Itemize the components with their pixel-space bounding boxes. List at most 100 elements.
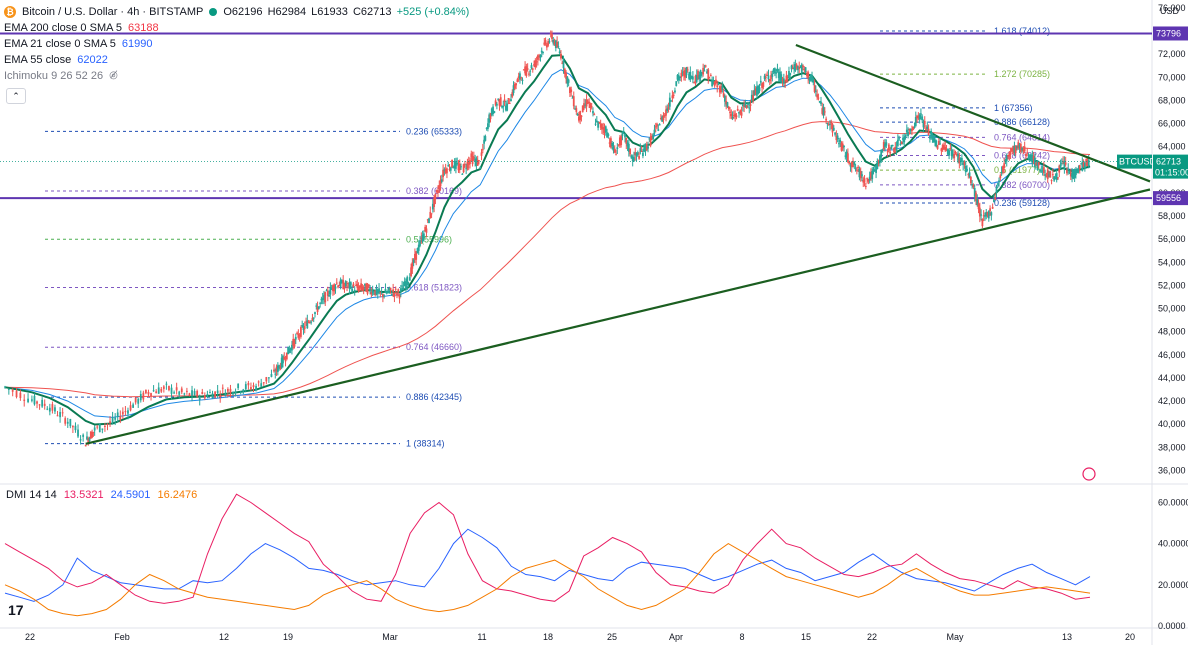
candle-body xyxy=(791,68,794,70)
time-tick-label: 13 xyxy=(1062,632,1072,642)
candle-body xyxy=(1045,176,1048,178)
candle-body xyxy=(397,289,400,293)
collapse-legend-button[interactable]: ⌃ xyxy=(6,88,26,104)
candle-body xyxy=(56,415,59,417)
candle-body xyxy=(414,253,416,260)
candle-body xyxy=(370,292,373,295)
candle-body xyxy=(489,114,492,120)
candle-body xyxy=(392,289,395,292)
price-tick-label: 68,000 xyxy=(1158,95,1186,105)
candle-body xyxy=(663,114,666,116)
candle-body xyxy=(973,187,976,197)
dmi-series-line-0 xyxy=(4,528,1091,602)
horizontal-level-tag xyxy=(1153,26,1188,41)
candle-body xyxy=(399,288,402,292)
candle-body xyxy=(446,168,448,174)
candle-body xyxy=(1007,155,1009,157)
candle-body xyxy=(428,218,430,223)
candle-body xyxy=(383,295,386,297)
candle-body xyxy=(328,295,330,297)
candle-body xyxy=(317,306,320,309)
candle-body xyxy=(561,62,564,64)
tradingview-logo-icon[interactable]: 17 xyxy=(8,602,24,618)
dmi-series-line-2 xyxy=(4,543,1091,617)
horizontal-level-tag xyxy=(1153,191,1188,206)
candle-body xyxy=(364,283,366,286)
hidden-eye-icon[interactable]: ◎̸ xyxy=(109,70,118,81)
time-tick-label: 18 xyxy=(543,632,553,642)
candle-body xyxy=(590,106,593,108)
candle-body xyxy=(150,393,152,397)
candle-body xyxy=(502,106,505,108)
candle-body xyxy=(548,41,551,43)
candle-body xyxy=(1055,173,1058,180)
candle-body xyxy=(1044,174,1047,176)
ohlc-open: O62196 xyxy=(223,6,263,18)
fib-level-label: 0.236 (59128) xyxy=(994,198,1050,208)
candle-body xyxy=(434,193,437,200)
candle-body xyxy=(453,161,456,169)
candle-body xyxy=(305,321,307,323)
fib-level-label: 0.886 (42345) xyxy=(406,392,462,402)
candle-body xyxy=(838,143,840,145)
candle-body xyxy=(557,46,560,48)
candle-body xyxy=(862,180,865,183)
candle-body xyxy=(36,401,38,404)
candle-body xyxy=(644,144,647,151)
candle-body xyxy=(659,117,662,119)
candle-body xyxy=(535,61,538,63)
candle-body xyxy=(175,387,178,391)
candle-body xyxy=(725,101,728,105)
candle-body xyxy=(607,134,610,137)
candle-body xyxy=(48,407,51,412)
candle-body xyxy=(1034,157,1036,168)
candle-body xyxy=(890,145,893,150)
candle-body xyxy=(224,392,227,396)
candle-body xyxy=(639,148,642,153)
candle-body xyxy=(905,129,908,133)
candle-body xyxy=(937,140,940,145)
candle-body xyxy=(677,75,680,81)
indicator-ichimoku[interactable]: Ichimoku 9 26 52 26 ◎̸ xyxy=(4,68,471,84)
candle-body xyxy=(419,240,421,246)
candle-body xyxy=(111,417,114,423)
candle-body xyxy=(966,168,968,171)
candle-body xyxy=(955,153,958,156)
candle-body xyxy=(1053,176,1056,181)
candle-body xyxy=(369,288,371,292)
candle-body xyxy=(884,143,886,147)
indicator-ema21[interactable]: EMA 21 close 0 SMA 5 61990 xyxy=(4,36,471,52)
candle-body xyxy=(330,288,333,290)
candle-body xyxy=(891,145,894,147)
candle-body xyxy=(731,116,734,119)
symbol-title[interactable]: Bitcoin / U.S. Dollar · 4h · BITSTAMP xyxy=(22,6,204,18)
candle-body xyxy=(800,64,803,73)
candle-body xyxy=(593,114,596,116)
descending-trendline xyxy=(795,43,1151,183)
candle-body xyxy=(665,109,667,116)
candle-body xyxy=(170,387,173,394)
candle-body xyxy=(393,292,396,297)
candle-body xyxy=(808,77,811,81)
candle-body xyxy=(296,332,298,334)
candle-body xyxy=(921,116,924,121)
candle-body xyxy=(985,212,988,217)
candle-body xyxy=(498,99,501,106)
candle-body xyxy=(506,103,509,111)
candle-body xyxy=(750,94,753,102)
dmi-legend[interactable]: DMI 14 14 13.5321 24.5901 16.2476 xyxy=(6,489,201,501)
candle-body xyxy=(653,129,656,134)
candle-body xyxy=(356,284,359,288)
candle-body xyxy=(547,41,550,46)
candle-body xyxy=(916,115,918,118)
candle-body xyxy=(255,386,257,391)
candle-body xyxy=(1012,145,1015,154)
candle-body xyxy=(41,399,44,407)
indicator-ema55[interactable]: EMA 55 close 62022 xyxy=(4,52,471,68)
candle-body xyxy=(316,306,319,312)
candle-body xyxy=(953,153,956,159)
indicator-ema200[interactable]: EMA 200 close 0 SMA 5 63188 xyxy=(4,20,471,36)
candle-body xyxy=(917,115,920,119)
candle-body xyxy=(987,211,990,219)
